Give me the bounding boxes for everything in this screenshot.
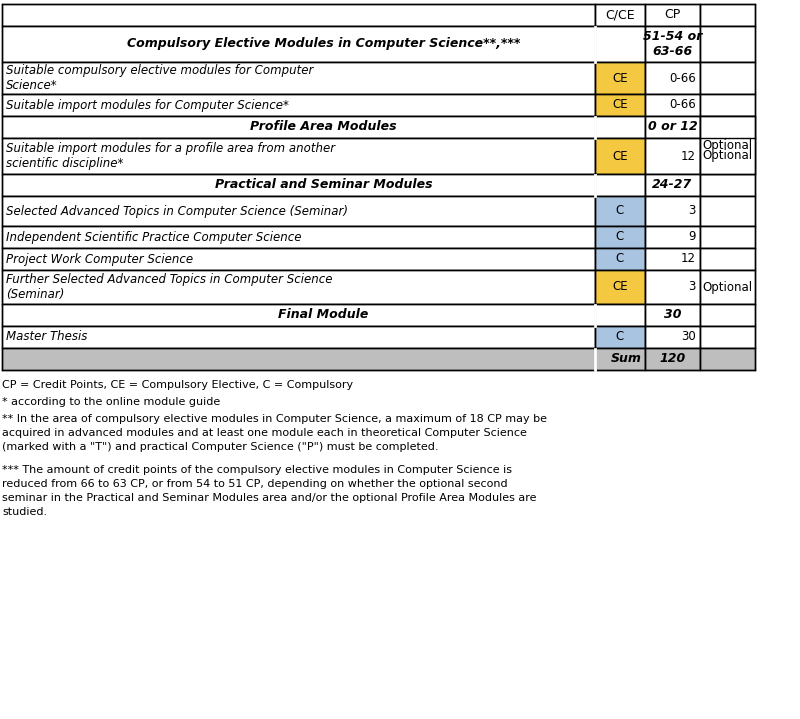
Text: 12: 12 xyxy=(681,252,696,265)
Text: CP = Credit Points, CE = Compulsory Elective, C = Compulsory: CP = Credit Points, CE = Compulsory Elec… xyxy=(2,380,353,390)
Bar xyxy=(2,196,595,226)
Text: *** The amount of credit points of the compulsory elective modules in Computer S: *** The amount of credit points of the c… xyxy=(2,465,537,517)
Text: Practical and Seminar Modules: Practical and Seminar Modules xyxy=(214,178,432,191)
Text: 30: 30 xyxy=(682,331,696,344)
Bar xyxy=(700,4,755,26)
Bar xyxy=(645,304,700,326)
Bar xyxy=(645,348,700,370)
Text: Optional: Optional xyxy=(702,139,753,152)
Text: Optional: Optional xyxy=(702,280,753,293)
Bar xyxy=(700,116,755,174)
Text: CE: CE xyxy=(612,99,628,111)
Bar xyxy=(700,196,755,226)
Text: Further Selected Advanced Topics in Computer Science
(Seminar): Further Selected Advanced Topics in Comp… xyxy=(6,273,333,301)
Bar xyxy=(700,248,755,270)
Text: Sum: Sum xyxy=(611,352,642,365)
Text: Final Module: Final Module xyxy=(278,308,369,321)
Bar xyxy=(595,62,645,94)
Bar xyxy=(645,270,700,304)
Bar xyxy=(700,62,755,94)
Bar xyxy=(645,94,700,116)
Bar xyxy=(700,174,755,196)
Bar xyxy=(595,138,645,174)
Text: Compulsory Elective Modules in Computer Science**,***: Compulsory Elective Modules in Computer … xyxy=(127,37,520,50)
Text: CE: CE xyxy=(612,71,628,85)
Text: 51-54 or
63-66: 51-54 or 63-66 xyxy=(643,30,702,58)
Bar xyxy=(595,326,645,348)
Text: 0 or 12: 0 or 12 xyxy=(648,121,698,134)
Bar xyxy=(595,4,645,26)
Bar xyxy=(645,196,700,226)
Bar xyxy=(645,174,700,196)
Text: Suitable compulsory elective modules for Computer
Science*: Suitable compulsory elective modules for… xyxy=(6,64,314,92)
Text: 9: 9 xyxy=(689,231,696,244)
Bar xyxy=(645,226,700,248)
Bar xyxy=(2,304,645,326)
Text: C: C xyxy=(616,252,624,265)
Bar xyxy=(700,348,755,370)
Text: C: C xyxy=(616,204,624,218)
Bar xyxy=(595,196,645,226)
Text: CE: CE xyxy=(612,150,628,162)
Bar xyxy=(2,174,645,196)
Bar xyxy=(2,138,595,174)
Bar xyxy=(595,270,645,304)
Text: Selected Advanced Topics in Computer Science (Seminar): Selected Advanced Topics in Computer Sci… xyxy=(6,204,348,218)
Bar xyxy=(2,4,595,26)
Text: Suitable import modules for a profile area from another
scientific discipline*: Suitable import modules for a profile ar… xyxy=(6,142,335,170)
Bar xyxy=(2,94,595,116)
Bar xyxy=(700,304,755,326)
Bar xyxy=(2,116,645,138)
Bar xyxy=(595,94,645,116)
Text: 30: 30 xyxy=(664,308,682,321)
Bar xyxy=(645,4,700,26)
Bar xyxy=(2,248,595,270)
Text: Project Work Computer Science: Project Work Computer Science xyxy=(6,252,193,265)
Text: C/CE: C/CE xyxy=(605,9,635,22)
Bar xyxy=(700,94,755,116)
Bar xyxy=(2,270,595,304)
Text: * according to the online module guide: * according to the online module guide xyxy=(2,397,220,407)
Bar xyxy=(645,116,700,138)
Bar xyxy=(700,226,755,248)
Bar xyxy=(595,226,645,248)
Text: Optional: Optional xyxy=(702,150,753,162)
Text: 120: 120 xyxy=(659,352,686,365)
Text: Profile Area Modules: Profile Area Modules xyxy=(250,121,397,134)
Bar xyxy=(700,326,755,348)
Bar xyxy=(2,62,595,94)
Text: 24-27: 24-27 xyxy=(652,178,693,191)
Bar xyxy=(2,326,595,348)
Bar xyxy=(645,62,700,94)
Text: Master Thesis: Master Thesis xyxy=(6,331,87,344)
Bar xyxy=(645,248,700,270)
Text: C: C xyxy=(616,231,624,244)
Bar xyxy=(700,26,755,62)
Bar xyxy=(700,116,755,138)
Text: C: C xyxy=(616,331,624,344)
Text: 12: 12 xyxy=(681,150,696,162)
Bar xyxy=(645,326,700,348)
Bar xyxy=(645,26,700,62)
Bar xyxy=(645,138,700,174)
Bar xyxy=(700,138,755,174)
Bar xyxy=(2,226,595,248)
Text: 3: 3 xyxy=(689,280,696,293)
Bar xyxy=(595,248,645,270)
Text: 0-66: 0-66 xyxy=(670,71,696,85)
Text: CP: CP xyxy=(664,9,681,22)
Bar xyxy=(2,26,645,62)
Text: ** In the area of compulsory elective modules in Computer Science, a maximum of : ** In the area of compulsory elective mo… xyxy=(2,414,547,452)
Bar xyxy=(700,270,755,304)
Text: 0-66: 0-66 xyxy=(670,99,696,111)
Text: 3: 3 xyxy=(689,204,696,218)
Bar xyxy=(2,348,645,370)
Text: Suitable import modules for Computer Science*: Suitable import modules for Computer Sci… xyxy=(6,99,289,111)
Text: Independent Scientific Practice Computer Science: Independent Scientific Practice Computer… xyxy=(6,231,302,244)
Text: CE: CE xyxy=(612,280,628,293)
